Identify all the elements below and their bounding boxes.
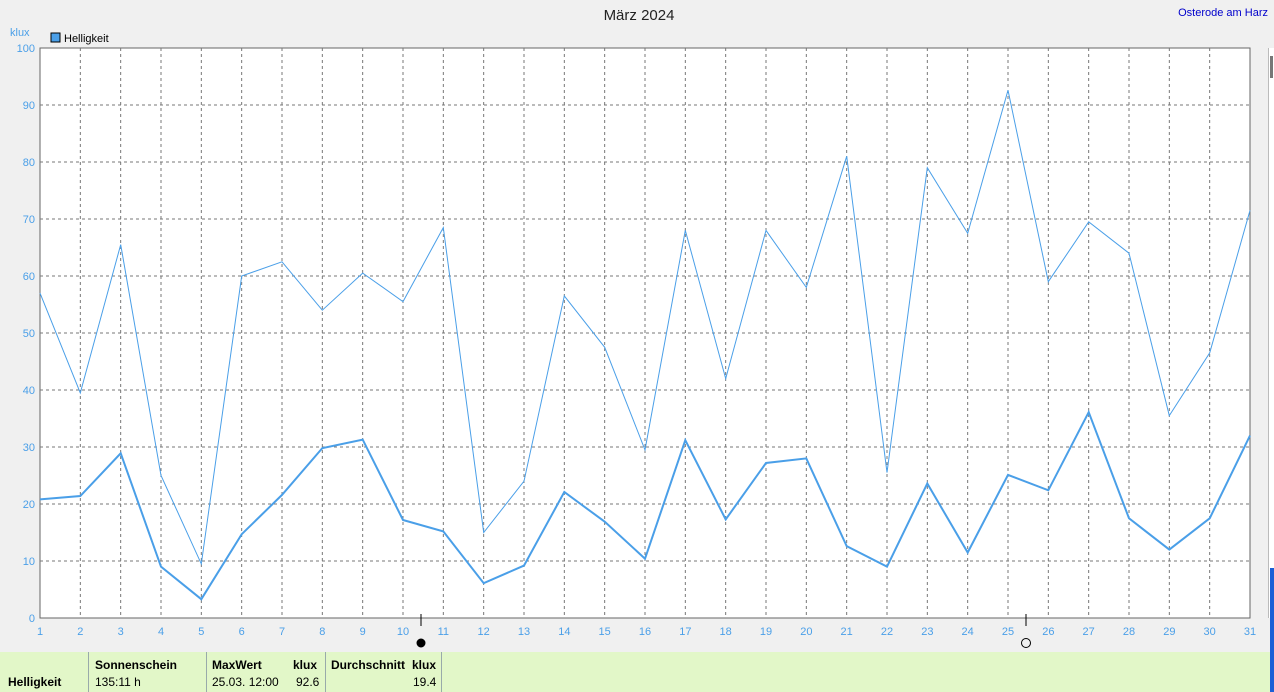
x-tick-label: 19 (760, 626, 772, 638)
legend-label: Helligkeit (64, 33, 109, 45)
x-tick-label: 24 (962, 626, 974, 638)
summary-footer (0, 652, 1274, 692)
x-tick-label: 5 (198, 626, 204, 638)
x-tick-label: 17 (679, 626, 691, 638)
x-tick-label: 9 (360, 626, 366, 638)
y-tick-label: 30 (23, 442, 35, 454)
x-tick-label: 1 (37, 626, 43, 638)
x-tick-label: 26 (1042, 626, 1054, 638)
max-header: MaxWert (212, 658, 262, 672)
x-tick-label: 27 (1083, 626, 1095, 638)
new-moon-icon (416, 638, 426, 648)
x-tick-label: 20 (800, 626, 812, 638)
scrollbar-thumb[interactable] (1270, 56, 1273, 78)
x-tick-label: 21 (841, 626, 853, 638)
y-tick-label: 60 (23, 271, 35, 283)
x-tick-label: 23 (921, 626, 933, 638)
y-tick-label: 80 (23, 157, 35, 169)
scrollbar-track[interactable] (1268, 48, 1274, 618)
sunshine-header: Sonnenschein (95, 658, 178, 672)
location-label: Osterode am Harz (1178, 7, 1268, 19)
x-tick-label: 14 (558, 626, 570, 638)
footer-divider (206, 652, 207, 692)
x-tick-label: 28 (1123, 626, 1135, 638)
y-axis-unit: klux (10, 27, 30, 39)
x-tick-label: 16 (639, 626, 651, 638)
footer-divider (325, 652, 326, 692)
x-tick-label: 6 (239, 626, 245, 638)
series-line (39, 409, 1251, 601)
avg-header: Durchschnitt (331, 658, 406, 672)
footer-divider (88, 652, 89, 692)
data-series (39, 90, 1251, 601)
x-tick-label: 15 (599, 626, 611, 638)
y-tick-label: 20 (23, 499, 35, 511)
max-unit: klux (293, 658, 318, 672)
full-moon-icon (1021, 638, 1031, 648)
x-tick-label: 8 (319, 626, 325, 638)
x-tick-label: 18 (720, 626, 732, 638)
max-datetime: 25.03. 12:00 (212, 675, 279, 689)
y-axis-ticks: 0 10 20 30 40 50 60 70 80 90 100 (17, 43, 35, 625)
y-tick-label: 90 (23, 100, 35, 112)
moon-phase-markers (416, 614, 1031, 648)
x-tick-label: 4 (158, 626, 164, 638)
x-axis-ticks: 1 2 3 4 5 6 7 8 9 10 11 12 13 14 15 16 17 18 19 20 21 22 23 24 2… (37, 626, 1256, 638)
footer-row-label: Helligkeit (8, 675, 62, 689)
x-tick-label: 25 (1002, 626, 1014, 638)
y-tick-label: 70 (23, 214, 35, 226)
y-tick-label: 50 (23, 328, 35, 340)
x-tick-label: 3 (118, 626, 124, 638)
y-tick-label: 10 (23, 556, 35, 568)
footer-divider (441, 652, 442, 692)
x-tick-label: 13 (518, 626, 530, 638)
x-tick-label: 11 (438, 626, 449, 638)
series-line (39, 90, 1251, 566)
grid-lines (40, 48, 1250, 618)
max-value: 92.6 (296, 675, 320, 689)
x-tick-label: 2 (77, 626, 83, 638)
window-edge (1270, 568, 1274, 692)
x-tick-label: 10 (397, 626, 409, 638)
y-tick-label: 100 (17, 43, 35, 55)
x-tick-label: 22 (881, 626, 893, 638)
y-tick-label: 0 (29, 613, 35, 625)
x-tick-label: 12 (478, 626, 490, 638)
x-tick-label: 29 (1163, 626, 1175, 638)
brightness-chart: März 2024 Osterode am Harz klux Helligke… (10, 7, 1268, 648)
avg-value: 19.4 (413, 675, 437, 689)
avg-unit: klux (412, 658, 437, 672)
x-tick-label: 31 (1244, 626, 1256, 638)
x-tick-label: 7 (279, 626, 285, 638)
x-tick-label: 30 (1204, 626, 1216, 638)
legend-swatch (50, 32, 61, 43)
chart-title: März 2024 (604, 7, 675, 24)
sunshine-value: 135:11 h (95, 675, 141, 689)
y-tick-label: 40 (23, 385, 35, 397)
